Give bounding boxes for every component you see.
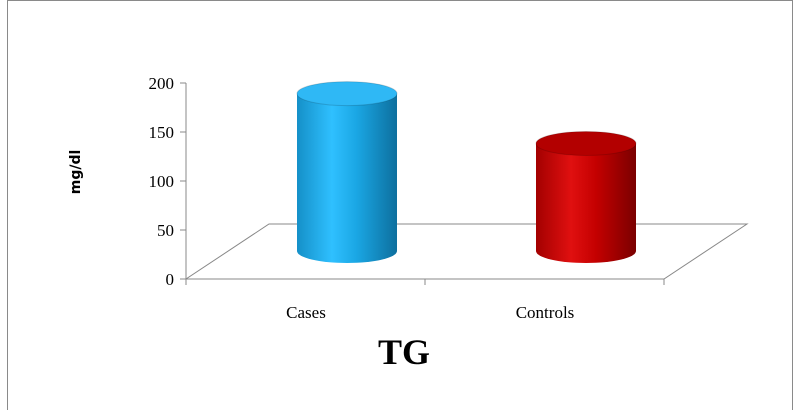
- bar-top-edge: [296, 81, 398, 107]
- y-tick-label: 50: [157, 221, 174, 240]
- y-tick-label: 0: [166, 270, 175, 289]
- y-axis-label: mg/dl: [68, 150, 84, 195]
- bar-cases: [296, 81, 398, 264]
- y-tick-label: 150: [149, 123, 175, 142]
- bar-top: [297, 81, 397, 106]
- chart-frame: [7, 0, 793, 410]
- y-tick-label: 200: [149, 74, 175, 93]
- bar-controls: [535, 131, 637, 263]
- bar-body: [297, 93, 397, 264]
- bar-top: [536, 131, 636, 156]
- y-tick-label: 100: [149, 172, 175, 191]
- chart-floor: [184, 223, 749, 280]
- x-category-label: Cases: [286, 303, 326, 322]
- bars: [296, 81, 637, 264]
- bar-body: [536, 143, 636, 263]
- bar-top-edge: [535, 131, 637, 156]
- x-category-label: Controls: [516, 303, 575, 322]
- axes: 0 50 100 150 200 Cases Controls: [149, 74, 749, 322]
- x-axis-title: TG: [378, 332, 430, 372]
